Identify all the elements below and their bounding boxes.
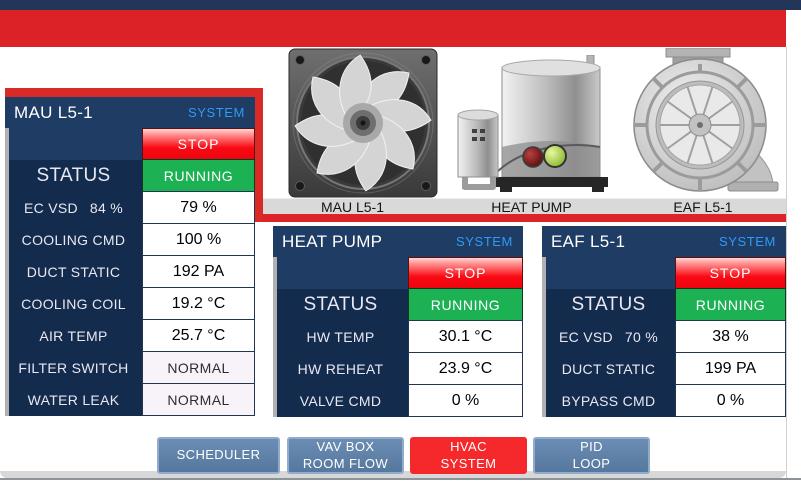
row-label: EC VSD 70 % bbox=[558, 329, 659, 345]
nav-button-label: PID bbox=[580, 439, 603, 455]
row-label: EC VSD 84 % bbox=[23, 200, 124, 216]
panel-heat-pump: HEAT PUMP SYSTEM STOP STATUS RUNNING HW TE… bbox=[273, 226, 523, 417]
row-label: HW REHEAT bbox=[297, 361, 384, 377]
panel-title: MAU L5-1 bbox=[14, 102, 93, 122]
nav-button-scheduler[interactable]: SCHEDULER bbox=[157, 437, 280, 474]
row-label: BYPASS CMD bbox=[561, 393, 656, 409]
spacer-cell bbox=[5, 128, 142, 160]
panel-title: HEAT PUMP bbox=[282, 231, 383, 251]
equipment-label-eaf: EAF L5-1 bbox=[673, 199, 733, 215]
value-cell: 23.9 °C bbox=[408, 352, 523, 385]
panel-header: MAU L5-1 SYSTEM bbox=[5, 97, 255, 128]
row-label: STATUS bbox=[303, 294, 378, 315]
row-label: WATER LEAK bbox=[27, 392, 120, 408]
nav-button-label: SYSTEM bbox=[440, 455, 497, 471]
value-cell: 30.1 °C bbox=[408, 320, 523, 353]
value-cell: 38 % bbox=[675, 320, 786, 353]
top-navy-bar bbox=[0, 0, 801, 10]
row-label: VALVE CMD bbox=[299, 393, 382, 409]
row-label: DUCT STATIC bbox=[26, 264, 121, 280]
panel-title: EAF L5-1 bbox=[551, 231, 626, 251]
value-cell: 199 PA bbox=[675, 352, 786, 385]
equipment-label-strip: MAU L5-1 HEAT PUMP EAF L5-1 bbox=[262, 198, 786, 215]
window-bottom-bar bbox=[0, 471, 786, 478]
nav-button-label: HVAC bbox=[450, 439, 487, 455]
nav-button-label: ROOM FLOW bbox=[302, 455, 389, 471]
nav-button-label: LOOP bbox=[572, 455, 611, 471]
nav-button-hvac-system[interactable]: HVAC SYSTEM bbox=[410, 437, 527, 474]
row-label: COOLING CMD bbox=[21, 232, 126, 248]
value-cell: NORMAL bbox=[142, 351, 255, 384]
nav-button-pid-loop[interactable]: PID LOOP bbox=[533, 437, 650, 474]
inline-exhaust-fan-image bbox=[616, 47, 788, 194]
stop-button[interactable]: STOP bbox=[408, 257, 523, 289]
status-indicator: RUNNING bbox=[408, 288, 523, 321]
window-bottom-edge bbox=[0, 478, 801, 480]
stop-button[interactable]: STOP bbox=[142, 128, 255, 160]
nav-button-vav-box-room-flow[interactable]: VAV BOX ROOM FLOW bbox=[287, 437, 404, 474]
panel-mau-l5-1: MAU L5-1 SYSTEM STOP STATUS RUNNING EC VSD… bbox=[5, 97, 255, 416]
panel-header: EAF L5-1 SYSTEM bbox=[542, 226, 786, 257]
red-divider-strip bbox=[262, 214, 786, 222]
system-link[interactable]: SYSTEM bbox=[718, 234, 776, 249]
value-cell: 0 % bbox=[408, 384, 523, 417]
system-link[interactable]: SYSTEM bbox=[187, 105, 245, 120]
equipment-label-mau: MAU L5-1 bbox=[320, 199, 385, 215]
panel-header: HEAT PUMP SYSTEM bbox=[273, 226, 523, 257]
axial-fan-image bbox=[288, 48, 438, 198]
value-cell: 19.2 °C bbox=[142, 287, 255, 320]
row-label: DUCT STATIC bbox=[561, 361, 656, 377]
stop-button[interactable]: STOP bbox=[675, 257, 786, 289]
value-cell: 192 PA bbox=[142, 255, 255, 288]
row-label: COOLING COIL bbox=[21, 296, 126, 312]
row-label: STATUS bbox=[36, 165, 111, 186]
row-label: FILTER SWITCH bbox=[18, 360, 129, 376]
panel-eaf-l5-1: EAF L5-1 SYSTEM STOP STATUS RUNNING EC VSD… bbox=[542, 226, 786, 417]
status-indicator: RUNNING bbox=[675, 288, 786, 321]
nav-button-label: SCHEDULER bbox=[176, 447, 261, 463]
top-red-banner bbox=[0, 10, 786, 47]
right-edge-divider bbox=[786, 47, 787, 478]
spacer-cell bbox=[273, 257, 408, 289]
nav-button-label: VAV BOX bbox=[316, 439, 375, 455]
row-label: STATUS bbox=[571, 294, 646, 315]
system-link[interactable]: SYSTEM bbox=[455, 234, 513, 249]
spacer-cell bbox=[542, 257, 675, 289]
status-indicator: RUNNING bbox=[142, 159, 255, 192]
heat-pump-image bbox=[452, 54, 612, 195]
value-cell: NORMAL bbox=[142, 383, 255, 416]
equipment-label-heat-pump: HEAT PUMP bbox=[491, 199, 572, 215]
row-label: AIR TEMP bbox=[39, 328, 108, 344]
value-cell: 25.7 °C bbox=[142, 319, 255, 352]
value-cell: 100 % bbox=[142, 223, 255, 256]
value-cell: 79 % bbox=[142, 191, 255, 224]
value-cell: 0 % bbox=[675, 384, 786, 417]
row-label: HW TEMP bbox=[306, 329, 375, 345]
